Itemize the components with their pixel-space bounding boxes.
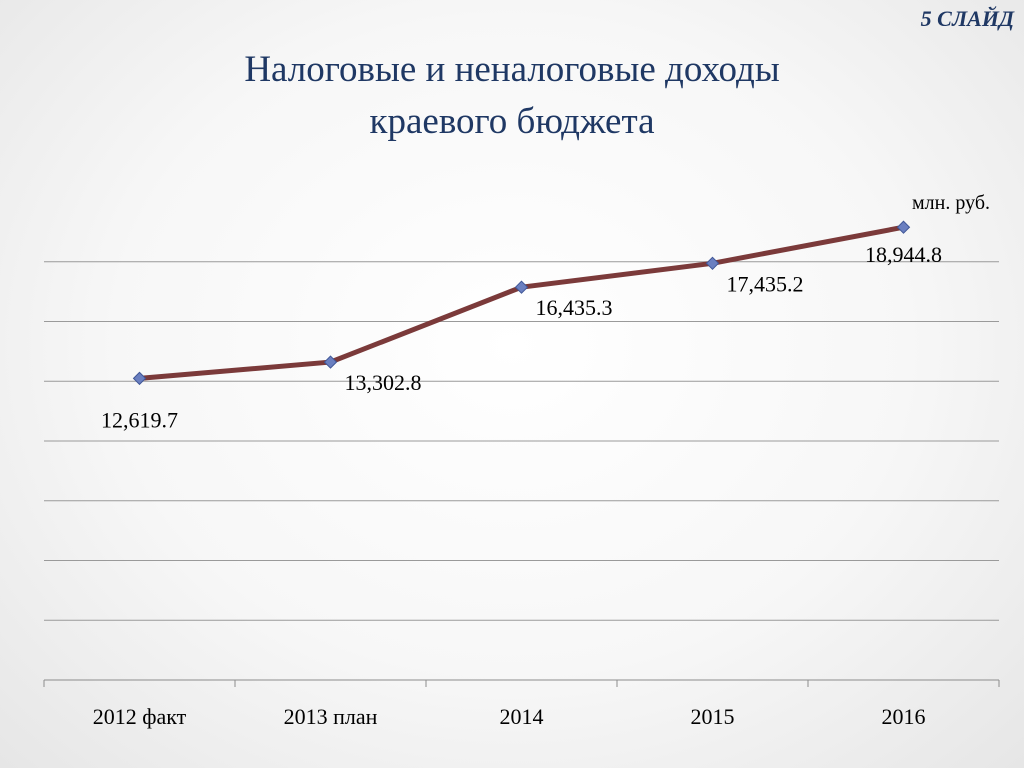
data-label: 13,302.8: [345, 370, 422, 395]
data-point-marker: [323, 355, 338, 369]
slide-number-label: 5 СЛАЙД: [920, 6, 1014, 31]
x-tick-label: 2013 план: [284, 704, 378, 729]
x-tick-label: 2012 факт: [93, 704, 187, 729]
x-tick-label: 2014: [500, 704, 544, 729]
data-point-marker: [896, 220, 911, 234]
data-label: 12,619.7: [101, 407, 178, 432]
x-tick-label: 2015: [691, 704, 735, 729]
title-line-2: краевого бюджета: [369, 101, 655, 142]
data-point-marker: [132, 371, 147, 386]
unit-label: млн. руб.: [912, 192, 990, 214]
data-label: 18,944.8: [865, 242, 942, 267]
data-point-marker: [514, 280, 529, 294]
title-line-1: Налоговые и неналоговые доходы: [244, 49, 780, 90]
data-label: 17,435.2: [727, 271, 804, 296]
slide-title: Налоговые и неналоговые доходы краевого …: [0, 44, 1024, 148]
data-point-marker: [705, 256, 720, 271]
series-line: [137, 224, 906, 381]
x-tick-label: 2016: [882, 704, 926, 729]
data-label: 16,435.3: [536, 295, 613, 320]
